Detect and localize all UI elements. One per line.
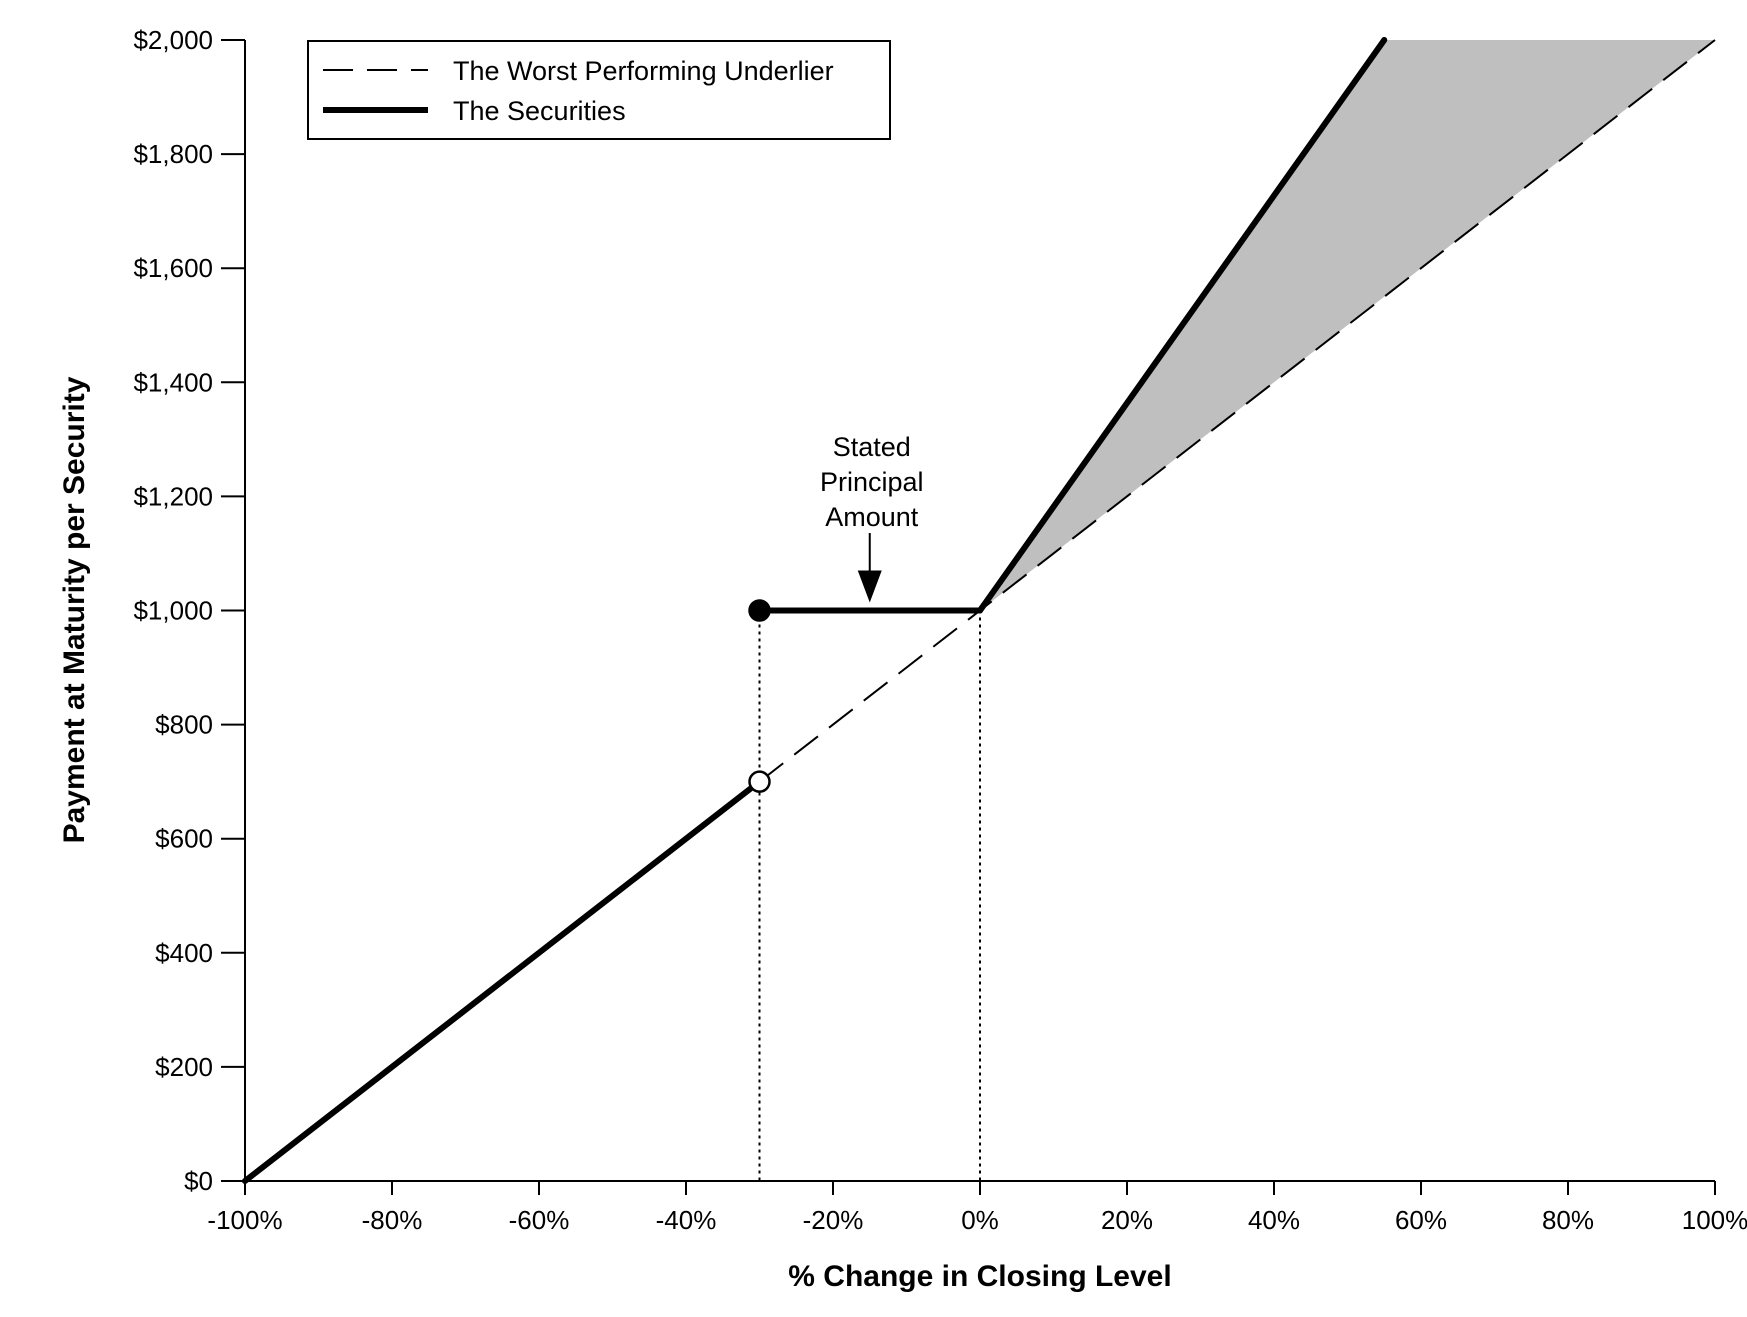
legend-label-underlier: The Worst Performing Underlier xyxy=(453,56,834,86)
y-tick-label: $600 xyxy=(155,824,213,854)
x-tick-label: 0% xyxy=(961,1205,999,1235)
y-tick-label: $1,200 xyxy=(133,481,213,511)
x-tick-label: 60% xyxy=(1395,1205,1447,1235)
annotation-text-line: Stated xyxy=(833,432,911,462)
x-tick-label: 40% xyxy=(1248,1205,1300,1235)
series-line-securities-segment-2 xyxy=(977,37,1388,614)
x-tick-label: -60% xyxy=(509,1205,570,1235)
y-tick-label: $1,800 xyxy=(133,139,213,169)
markers-layer xyxy=(748,599,771,793)
y-axis-title: Payment at Maturity per Security xyxy=(58,376,91,843)
x-tick-label: 100% xyxy=(1682,1205,1747,1235)
series-line-securities-segment-0 xyxy=(242,778,763,1184)
x-axis-title: % Change in Closing Level xyxy=(788,1260,1171,1293)
annotation-text-line: Principal xyxy=(820,467,924,497)
y-tick-label: $1,600 xyxy=(133,253,213,283)
y-tick-label: $200 xyxy=(155,1052,213,1082)
y-tick-label: $2,000 xyxy=(133,25,213,55)
x-tick-label: -20% xyxy=(803,1205,864,1235)
x-tick-label: -40% xyxy=(656,1205,717,1235)
marker-filled xyxy=(748,599,771,622)
legend-box xyxy=(307,40,891,140)
annotation-layer: Stated Principal Amount xyxy=(820,432,924,603)
marker-open xyxy=(748,770,771,793)
y-tick-label: $800 xyxy=(155,710,213,740)
y-tick-label: $1,000 xyxy=(133,596,213,626)
x-tick-label: 80% xyxy=(1542,1205,1594,1235)
x-tick-label: -80% xyxy=(362,1205,423,1235)
y-tick-label: $1,400 xyxy=(133,367,213,397)
y-tick-label: $0 xyxy=(184,1166,213,1196)
axes-layer: $0 $200 $400 $600 $800 $1,000 $1,200 $1,400 $1,6… xyxy=(133,25,1747,1235)
legend: The Worst Performing Underlier The Secur… xyxy=(307,40,891,140)
annotation-arrow-head xyxy=(857,570,882,603)
x-tick-label: -100% xyxy=(207,1205,282,1235)
series-line-underlier xyxy=(758,39,1716,783)
x-tick-label: 20% xyxy=(1101,1205,1153,1235)
y-tick-label: $400 xyxy=(155,938,213,968)
annotation-text-line: Amount xyxy=(825,502,919,532)
legend-label-securities: The Securities xyxy=(453,96,626,126)
series-layer xyxy=(242,37,1716,1184)
